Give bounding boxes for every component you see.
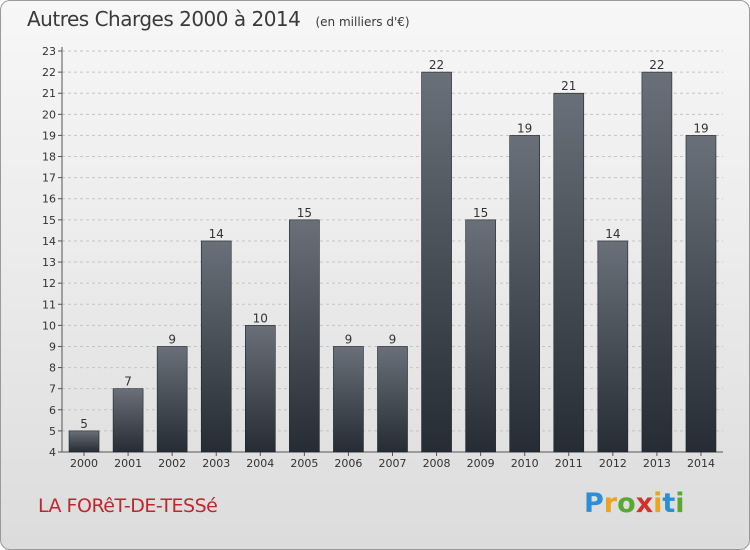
x-tick-label: 2009 bbox=[467, 457, 495, 470]
x-tick-label: 2000 bbox=[70, 457, 98, 470]
bar bbox=[509, 135, 541, 453]
bar-value-label: 10 bbox=[253, 311, 268, 325]
bar bbox=[553, 92, 585, 453]
y-tick-label: 11 bbox=[42, 298, 56, 311]
bar bbox=[465, 219, 496, 453]
chart-title: Autres Charges 2000 à 2014 bbox=[27, 7, 301, 31]
bar-value-label: 14 bbox=[209, 227, 224, 241]
x-tick-label: 2007 bbox=[379, 457, 407, 470]
y-tick-label: 6 bbox=[49, 404, 56, 417]
x-tick-label: 2002 bbox=[158, 457, 186, 470]
bar bbox=[245, 325, 276, 453]
y-tick-label: 8 bbox=[49, 362, 56, 375]
x-tick-label: 2010 bbox=[511, 457, 539, 470]
bar bbox=[377, 346, 408, 453]
x-tick-label: 2014 bbox=[687, 457, 715, 470]
bar-value-label: 22 bbox=[649, 58, 664, 72]
bar bbox=[289, 219, 320, 453]
y-tick-label: 18 bbox=[42, 151, 56, 164]
y-tick-label: 19 bbox=[42, 129, 56, 142]
logo-letter: o bbox=[617, 488, 636, 519]
bar-value-label: 9 bbox=[345, 332, 353, 346]
place-name: LA FORêT-DE-TESSé bbox=[38, 495, 218, 517]
logo-letter: i bbox=[653, 488, 663, 519]
bar-value-label: 21 bbox=[561, 79, 576, 93]
bar-value-label: 14 bbox=[605, 227, 620, 241]
bar-value-label: 19 bbox=[517, 121, 532, 135]
x-tick-label: 2006 bbox=[334, 457, 362, 470]
chart-title-block: Autres Charges 2000 à 2014 (en milliers … bbox=[27, 7, 410, 31]
y-tick-label: 17 bbox=[42, 172, 56, 185]
proxiti-logo: Proxiti bbox=[584, 488, 685, 519]
bar-value-label: 7 bbox=[124, 375, 132, 389]
logo-letter: P bbox=[584, 488, 604, 519]
x-tick-label: 2012 bbox=[599, 457, 627, 470]
y-tick-label: 4 bbox=[49, 446, 56, 459]
logo-letter: t bbox=[662, 488, 676, 519]
y-tick-label: 14 bbox=[42, 235, 56, 248]
chart-unit: (en milliers d'€) bbox=[315, 15, 410, 29]
x-tick-label: 2013 bbox=[643, 457, 671, 470]
y-tick-label: 22 bbox=[42, 66, 56, 79]
x-tick-label: 2004 bbox=[246, 457, 274, 470]
bar-value-label: 19 bbox=[693, 121, 708, 135]
bar bbox=[641, 71, 673, 453]
bar bbox=[112, 388, 144, 453]
bar-value-label: 9 bbox=[168, 332, 176, 346]
bar-value-label: 15 bbox=[473, 206, 488, 220]
y-tick-label: 15 bbox=[42, 214, 56, 227]
bar bbox=[597, 240, 629, 453]
y-tick-label: 7 bbox=[49, 383, 56, 396]
y-tick-label: 10 bbox=[42, 319, 56, 332]
bar-value-label: 22 bbox=[429, 58, 444, 72]
logo-letter: r bbox=[603, 488, 618, 519]
y-tick-label: 21 bbox=[42, 87, 56, 100]
y-tick-label: 20 bbox=[42, 108, 56, 121]
y-tick-label: 13 bbox=[42, 256, 56, 269]
bar-value-label: 5 bbox=[80, 417, 88, 431]
x-tick-label: 2008 bbox=[423, 457, 451, 470]
bar bbox=[421, 71, 452, 453]
bar-value-label: 9 bbox=[389, 332, 397, 346]
x-tick-label: 2003 bbox=[202, 457, 230, 470]
logo-letter: i bbox=[675, 488, 685, 519]
logo-letter: x bbox=[635, 488, 654, 519]
y-tick-label: 9 bbox=[49, 340, 56, 353]
x-tick-label: 2011 bbox=[555, 457, 583, 470]
bar bbox=[200, 240, 232, 453]
y-tick-label: 12 bbox=[42, 277, 56, 290]
x-tick-label: 2001 bbox=[114, 457, 142, 470]
bar-value-label: 15 bbox=[297, 206, 312, 220]
bar bbox=[333, 346, 364, 453]
bar bbox=[156, 346, 188, 453]
bar bbox=[68, 430, 100, 453]
y-tick-label: 5 bbox=[49, 425, 56, 438]
y-tick-label: 16 bbox=[42, 193, 56, 206]
bar bbox=[685, 135, 717, 453]
y-tick-label: 23 bbox=[42, 45, 56, 58]
bars bbox=[68, 71, 717, 453]
x-tick-label: 2005 bbox=[290, 457, 318, 470]
labels: 4 5 6 7 8 9 10 11 12 13 14 15 16 17 18 19 20 21 22 23 5 2000 7… bbox=[42, 45, 715, 470]
